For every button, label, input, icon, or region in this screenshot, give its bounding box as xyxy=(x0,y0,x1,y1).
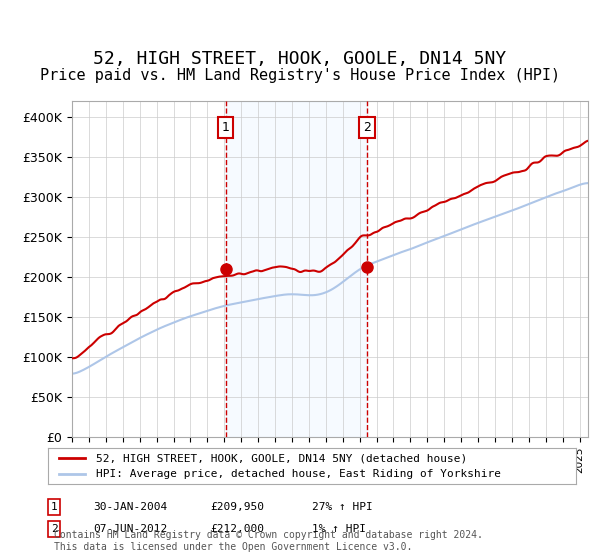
Text: 27% ↑ HPI: 27% ↑ HPI xyxy=(312,502,373,512)
Text: £209,950: £209,950 xyxy=(210,502,264,512)
Text: 2: 2 xyxy=(50,524,58,534)
Bar xyxy=(226,101,367,437)
Text: HPI: Average price, detached house, East Riding of Yorkshire: HPI: Average price, detached house, East… xyxy=(95,469,500,479)
Text: 07-JUN-2012: 07-JUN-2012 xyxy=(93,524,167,534)
Text: 2: 2 xyxy=(363,121,371,134)
Text: Price paid vs. HM Land Registry's House Price Index (HPI): Price paid vs. HM Land Registry's House … xyxy=(40,68,560,83)
Text: 52, HIGH STREET, HOOK, GOOLE, DN14 5NY (detached house): 52, HIGH STREET, HOOK, GOOLE, DN14 5NY (… xyxy=(95,453,467,463)
Text: 1: 1 xyxy=(221,121,230,134)
Text: 1% ↑ HPI: 1% ↑ HPI xyxy=(312,524,366,534)
Text: Contains HM Land Registry data © Crown copyright and database right 2024.
This d: Contains HM Land Registry data © Crown c… xyxy=(54,530,483,552)
Text: 52, HIGH STREET, HOOK, GOOLE, DN14 5NY: 52, HIGH STREET, HOOK, GOOLE, DN14 5NY xyxy=(94,50,506,68)
Text: 30-JAN-2004: 30-JAN-2004 xyxy=(93,502,167,512)
Text: £212,000: £212,000 xyxy=(210,524,264,534)
Text: 1: 1 xyxy=(50,502,58,512)
